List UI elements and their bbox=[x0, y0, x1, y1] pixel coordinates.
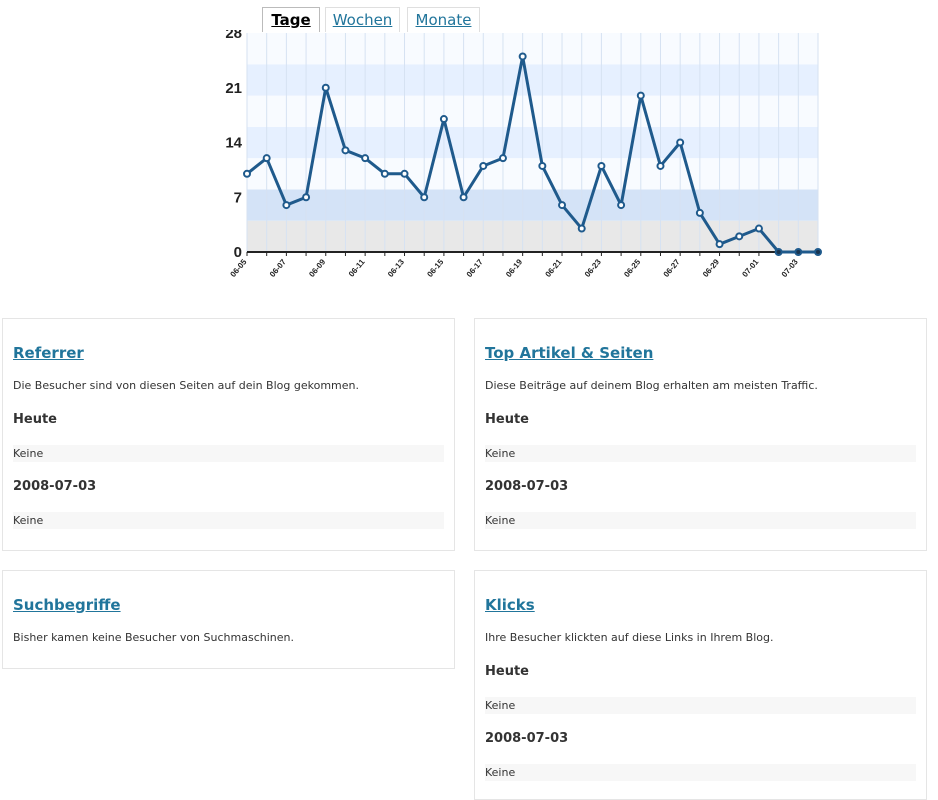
chart-band bbox=[247, 158, 818, 190]
chart-y-tick-label: 0 bbox=[234, 244, 242, 261]
chart-data-point bbox=[341, 146, 350, 155]
top-articles-description: Diese Beiträge auf deinem Blog erhalten … bbox=[485, 379, 818, 392]
chart-data-point bbox=[420, 193, 429, 202]
top-articles-date-label: 2008-07-03 bbox=[485, 479, 569, 494]
chart-data-point bbox=[538, 161, 547, 170]
tab-wochen-label[interactable]: Wochen bbox=[332, 11, 393, 29]
chart-data-point bbox=[302, 193, 311, 202]
chart-data-point bbox=[754, 224, 763, 233]
chart-x-tick-label: 06-07 bbox=[268, 257, 288, 279]
chart-data-point bbox=[498, 154, 507, 163]
chart-x-tick-label: 06-25 bbox=[622, 257, 642, 279]
chart-data-point bbox=[518, 52, 527, 61]
chart-x-tick-label: 06-19 bbox=[504, 257, 524, 279]
chart-data-point bbox=[282, 201, 291, 210]
chart-data-point bbox=[262, 154, 271, 163]
chart-x-tick-label: 06-15 bbox=[425, 257, 445, 279]
chart-band bbox=[247, 189, 818, 221]
search-terms-title-link[interactable]: Suchbegriffe bbox=[13, 596, 121, 614]
chart-x-tick-label: 06-05 bbox=[228, 257, 248, 279]
chart-x-tick-label: 06-27 bbox=[662, 257, 682, 279]
chart-x-tick-label: 06-11 bbox=[347, 257, 367, 279]
chart-y-tick-label: 21 bbox=[225, 80, 242, 97]
tab-tage[interactable]: Tage bbox=[262, 7, 320, 32]
top-articles-card: Top Artikel & Seiten Diese Beiträge auf … bbox=[474, 318, 927, 551]
tab-wochen[interactable]: Wochen bbox=[325, 7, 400, 32]
chart-data-point bbox=[243, 169, 251, 178]
clicks-title-link[interactable]: Klicks bbox=[485, 596, 535, 614]
chart-x-tick-label: 07-03 bbox=[780, 257, 800, 279]
chart-y-tick-label: 28 bbox=[225, 30, 242, 42]
search-terms-description: Bisher kamen keine Besucher von Suchmasc… bbox=[13, 631, 294, 644]
top-articles-heute-value: Keine bbox=[485, 445, 916, 462]
chart-data-point bbox=[439, 115, 448, 124]
clicks-date-value: Keine bbox=[485, 764, 916, 781]
chart-x-tick-label: 06-29 bbox=[701, 257, 721, 279]
chart-data-point bbox=[794, 248, 803, 256]
chart-data-point bbox=[695, 208, 704, 217]
chart-data-point bbox=[380, 169, 389, 178]
clicks-card: Klicks Ihre Besucher klickten auf diese … bbox=[474, 570, 927, 800]
top-articles-date-value: Keine bbox=[485, 512, 916, 529]
chart-x-tick-label: 06-21 bbox=[544, 257, 564, 279]
clicks-heute-value: Keine bbox=[485, 697, 916, 714]
chart-band bbox=[247, 64, 818, 96]
search-terms-title: Suchbegriffe bbox=[13, 596, 121, 614]
chart-data-point bbox=[558, 201, 567, 210]
chart-data-point bbox=[617, 201, 626, 210]
chart-x-tick-label: 06-23 bbox=[583, 257, 603, 279]
referrer-heute-label: Heute bbox=[13, 412, 57, 427]
chart-data-point bbox=[814, 248, 822, 256]
clicks-date-label: 2008-07-03 bbox=[485, 731, 569, 746]
chart-data-point bbox=[577, 224, 586, 233]
chart-data-point bbox=[479, 161, 488, 170]
chart-band bbox=[247, 126, 818, 159]
chart-data-point bbox=[676, 138, 685, 147]
tab-tage-label[interactable]: Tage bbox=[271, 11, 311, 29]
chart-data-point bbox=[656, 161, 665, 170]
search-terms-card: Suchbegriffe Bisher kamen keine Besucher… bbox=[2, 570, 455, 669]
referrer-date-value: Keine bbox=[13, 512, 444, 529]
clicks-heute-label: Heute bbox=[485, 664, 529, 679]
top-articles-title-link[interactable]: Top Artikel & Seiten bbox=[485, 344, 654, 362]
chart-data-point bbox=[361, 154, 370, 163]
visits-line-chart: 0 7 14 21 28 06-05 06-07 06-09 06-11 06-13 06-15 06… bbox=[225, 30, 822, 279]
referrer-card: Referrer Die Besucher sind von diesen Se… bbox=[2, 318, 455, 551]
tab-monate-label[interactable]: Monate bbox=[415, 11, 472, 29]
chart-x-tick-label: 07-01 bbox=[740, 257, 760, 279]
referrer-title: Referrer bbox=[13, 344, 84, 362]
chart-x-tick-label: 06-17 bbox=[465, 257, 485, 279]
top-articles-heute-label: Heute bbox=[485, 412, 529, 427]
chart-data-point bbox=[400, 169, 409, 178]
chart-y-tick-label: 7 bbox=[234, 189, 242, 206]
referrer-title-link[interactable]: Referrer bbox=[13, 344, 84, 362]
chart-x-tick-label: 06-13 bbox=[386, 257, 406, 279]
referrer-description: Die Besucher sind von diesen Seiten auf … bbox=[13, 379, 359, 392]
referrer-heute-value: Keine bbox=[13, 445, 444, 462]
clicks-description: Ihre Besucher klickten auf diese Links i… bbox=[485, 631, 774, 644]
chart-band bbox=[247, 33, 818, 65]
chart-data-point bbox=[774, 248, 783, 256]
clicks-title: Klicks bbox=[485, 596, 535, 614]
chart-band bbox=[247, 220, 818, 252]
chart-data-point bbox=[636, 91, 645, 100]
top-articles-title: Top Artikel & Seiten bbox=[485, 344, 653, 362]
chart-data-point bbox=[715, 240, 724, 249]
tab-monate[interactable]: Monate bbox=[407, 7, 480, 32]
referrer-date-label: 2008-07-03 bbox=[13, 479, 97, 494]
chart-data-point bbox=[597, 161, 606, 170]
chart-x-tick-label: 06-09 bbox=[307, 257, 327, 279]
chart-data-point bbox=[459, 193, 468, 202]
chart-data-point bbox=[321, 83, 330, 92]
chart-data-point bbox=[735, 232, 744, 241]
chart-y-tick-label: 14 bbox=[225, 135, 242, 152]
